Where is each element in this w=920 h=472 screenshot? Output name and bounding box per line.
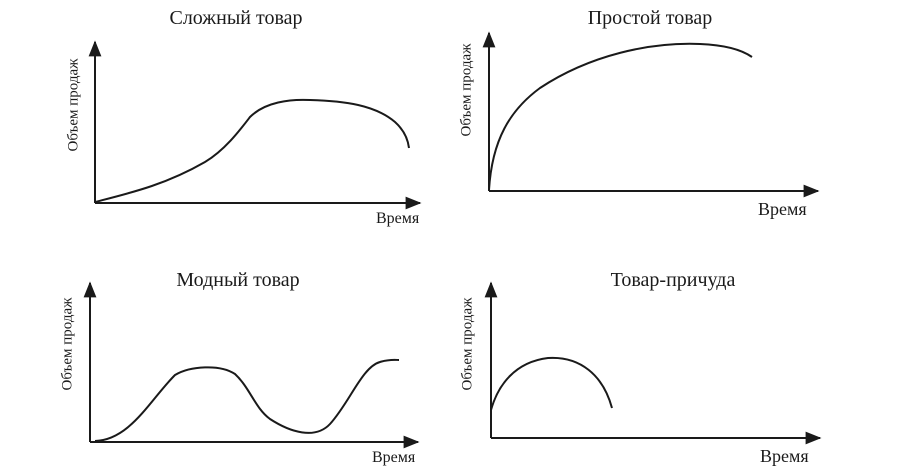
- panel-title-fad: Товар-причуда: [610, 269, 736, 291]
- panel-fad: [484, 281, 822, 445]
- y-axis-label-simple: Объем продаж: [458, 43, 475, 137]
- y-axis-label-fashion: Объем продаж: [59, 297, 76, 391]
- sales-curve: [94, 358, 400, 442]
- panel-complex: [88, 40, 422, 210]
- panel-simple: [482, 31, 820, 198]
- x-axis-label-simple: Время: [758, 199, 807, 219]
- x-axis-label-complex: Время: [376, 210, 420, 227]
- y-axis-label-fad: Объем продаж: [459, 297, 476, 391]
- sales-curve: [490, 356, 613, 411]
- panel-title-simple: Простой товар: [587, 7, 713, 29]
- x-axis-label-fad: Время: [760, 446, 809, 466]
- sales-curve: [488, 42, 753, 191]
- panel-fashion: [83, 281, 420, 449]
- y-axis-label-complex: Объем продаж: [65, 58, 82, 152]
- panel-title-complex: Сложный товар: [169, 7, 303, 29]
- x-axis-label-fashion: Время: [372, 449, 416, 466]
- sales-curve: [94, 98, 410, 203]
- panel-title-fashion: Модный товар: [176, 269, 300, 291]
